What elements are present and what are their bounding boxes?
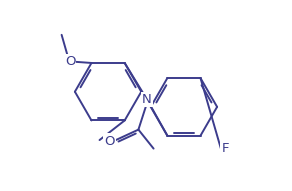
Text: O: O xyxy=(65,55,75,68)
Text: F: F xyxy=(221,142,229,155)
Text: O: O xyxy=(104,134,115,147)
Text: N: N xyxy=(142,93,152,106)
